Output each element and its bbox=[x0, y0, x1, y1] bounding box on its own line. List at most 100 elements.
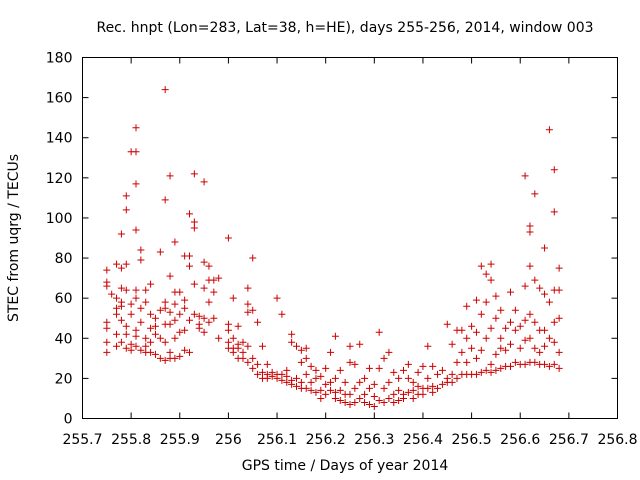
data-point bbox=[472, 328, 480, 336]
data-point bbox=[395, 396, 403, 404]
data-point bbox=[122, 322, 130, 330]
data-point bbox=[176, 352, 184, 360]
x-tick-label: 256.6 bbox=[500, 432, 540, 448]
data-point bbox=[545, 298, 553, 306]
y-tick-label: 180 bbox=[46, 51, 73, 67]
x-axis: 255.7 255.8 255.9 256 256.1 256.2 256.3 256.4 25… bbox=[62, 57, 638, 448]
data-point bbox=[487, 260, 495, 268]
data-point bbox=[336, 366, 344, 374]
data-point bbox=[365, 364, 373, 372]
data-point bbox=[132, 326, 140, 334]
data-point bbox=[254, 318, 262, 326]
data-point bbox=[190, 280, 198, 288]
data-point bbox=[555, 264, 563, 272]
data-point bbox=[448, 340, 456, 348]
data-point bbox=[205, 262, 213, 270]
data-point bbox=[137, 318, 145, 326]
data-point bbox=[127, 310, 135, 318]
data-point bbox=[526, 334, 534, 342]
data-point bbox=[307, 386, 315, 394]
data-point bbox=[113, 294, 121, 302]
data-point bbox=[151, 314, 159, 322]
data-point bbox=[545, 334, 553, 342]
data-point bbox=[181, 296, 189, 304]
data-point bbox=[555, 364, 563, 372]
data-point bbox=[322, 364, 330, 372]
data-point bbox=[390, 390, 398, 398]
data-point bbox=[497, 344, 505, 352]
data-point bbox=[404, 374, 412, 382]
data-point bbox=[429, 362, 437, 370]
data-point bbox=[258, 342, 266, 350]
data-point bbox=[356, 378, 364, 386]
data-point bbox=[322, 390, 330, 398]
data-point bbox=[317, 372, 325, 380]
x-tick-label: 256.1 bbox=[257, 432, 297, 448]
data-point bbox=[249, 364, 257, 372]
data-point bbox=[370, 392, 378, 400]
data-point bbox=[531, 190, 539, 198]
data-point bbox=[181, 304, 189, 312]
data-point bbox=[482, 366, 490, 374]
data-point bbox=[273, 294, 281, 302]
chart-title: Rec. hnpt (Lon=283, Lat=38, h=HE), days … bbox=[96, 20, 593, 36]
data-point bbox=[312, 388, 320, 396]
data-point bbox=[161, 298, 169, 306]
data-point bbox=[137, 346, 145, 354]
data-point bbox=[409, 394, 417, 402]
data-point bbox=[103, 318, 111, 326]
data-point bbox=[117, 338, 125, 346]
data-point bbox=[224, 338, 232, 346]
y-tick-label: 40 bbox=[55, 331, 73, 347]
data-point bbox=[268, 372, 276, 380]
data-point bbox=[511, 306, 519, 314]
x-tick-label: 256.5 bbox=[452, 432, 492, 448]
data-point bbox=[244, 308, 252, 316]
data-point bbox=[453, 374, 461, 382]
data-point bbox=[385, 348, 393, 356]
data-point bbox=[536, 348, 544, 356]
data-point bbox=[200, 328, 208, 336]
data-point bbox=[555, 286, 563, 294]
data-point bbox=[487, 276, 495, 284]
data-point bbox=[429, 388, 437, 396]
data-point bbox=[302, 370, 310, 378]
data-point bbox=[117, 316, 125, 324]
data-point bbox=[487, 360, 495, 368]
data-point bbox=[336, 396, 344, 404]
data-point bbox=[302, 344, 310, 352]
data-point bbox=[132, 342, 140, 350]
data-point bbox=[117, 264, 125, 272]
data-point bbox=[156, 334, 164, 342]
data-point bbox=[171, 316, 179, 324]
data-point bbox=[224, 234, 232, 242]
data-point bbox=[171, 238, 179, 246]
data-point bbox=[200, 284, 208, 292]
data-point bbox=[239, 338, 247, 346]
data-point bbox=[122, 330, 130, 338]
data-point bbox=[210, 288, 218, 296]
x-tick-label: 255.7 bbox=[62, 432, 102, 448]
data-point bbox=[521, 360, 529, 368]
data-point bbox=[312, 366, 320, 374]
data-point bbox=[293, 382, 300, 390]
data-point bbox=[463, 334, 471, 342]
data-point bbox=[346, 342, 354, 350]
data-point bbox=[132, 294, 140, 302]
data-point bbox=[142, 286, 150, 294]
data-point bbox=[137, 304, 145, 312]
data-point bbox=[380, 354, 388, 362]
data-point bbox=[331, 374, 339, 382]
data-point bbox=[434, 370, 442, 378]
data-point bbox=[346, 358, 354, 366]
plot-area bbox=[103, 86, 563, 410]
data-point bbox=[103, 324, 111, 332]
data-point bbox=[307, 378, 315, 386]
y-tick-label: 80 bbox=[55, 251, 73, 267]
data-point bbox=[151, 350, 159, 358]
data-point bbox=[127, 300, 135, 308]
data-point bbox=[477, 346, 485, 354]
x-tick-label: 256.7 bbox=[549, 432, 589, 448]
data-point bbox=[263, 374, 271, 382]
data-point bbox=[122, 260, 130, 268]
